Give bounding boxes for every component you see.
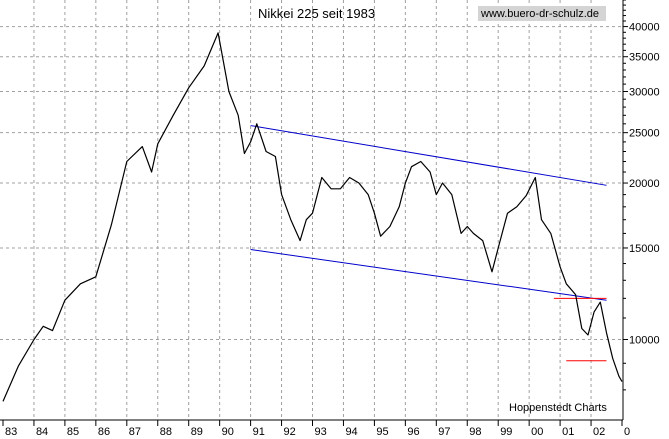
x-tick-label: 02 [593,426,605,438]
x-tick-label: 89 [191,426,203,438]
x-tick-label: 01 [562,426,574,438]
x-tick-label: 93 [315,426,327,438]
y-tick-label: 30000 [629,87,660,99]
x-tick-label: 00 [531,426,543,438]
y-tick-label: 25000 [629,128,660,140]
x-tick-label: 95 [376,426,388,438]
watermark-text: www.buero-dr-schulz.de [480,8,599,20]
x-tick-label: 83 [5,426,17,438]
y-tick-label: 40000 [629,22,660,34]
source-label: Hoppenstedt Charts [509,402,607,414]
x-tick-label: 88 [160,426,172,438]
y-tick-label: 20000 [629,178,660,190]
series-layer [2,32,623,402]
x-tick-label: 96 [407,426,419,438]
x-tick-label: 84 [36,426,48,438]
y-tick-label: 10000 [629,334,660,346]
grid-layer [0,0,622,420]
series-line-nikkei [2,32,623,402]
channel-lower-line [250,248,607,301]
chart-title: Nikkei 225 seit 1983 [258,6,375,21]
x-tick-label: 87 [129,426,141,438]
x-tick-label: 90 [222,426,234,438]
x-tick-label: 91 [253,426,265,438]
channel-upper-line [250,125,607,186]
x-tick-label: 99 [500,426,512,438]
x-tick-label: 94 [345,426,357,438]
x-tick-label: 85 [67,426,79,438]
y-tick-label: 15000 [629,243,660,255]
watermark-background [478,6,606,21]
x-tick-label: 86 [98,426,110,438]
y-tick-label: 35000 [629,52,660,64]
x-tick-label: 97 [438,426,450,438]
x-tick-label: 92 [284,426,296,438]
y-tick-layer: 10000 15000 20000 25000 30000 35000 40000 [623,0,660,391]
x-tick-label: 0 [624,426,630,438]
x-tick-label: 98 [469,426,481,438]
x-tick-layer: 83 84 85 86 87 88 89 90 91 92 93 94 95 96 97 98 99 00 01 02… [2,420,630,438]
annotation-layer [250,125,607,362]
